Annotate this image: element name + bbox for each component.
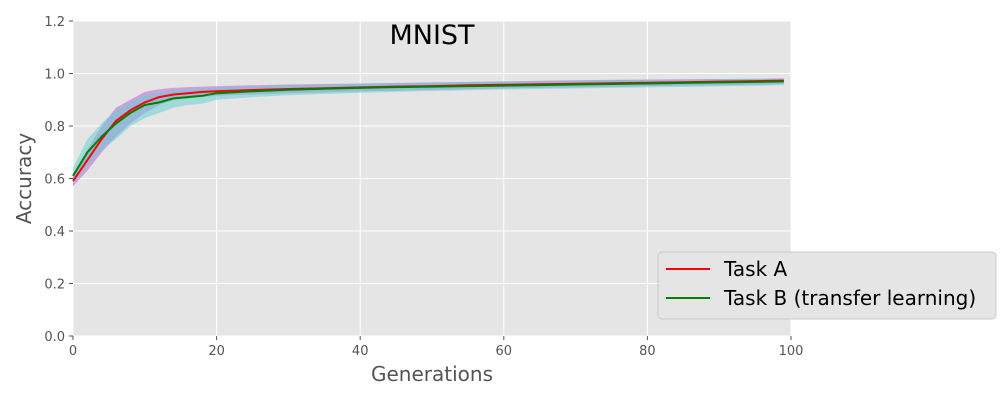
legend: Task A Task B (transfer learning): [657, 251, 997, 320]
x-tick-label: 60: [496, 344, 513, 359]
x-tick-label: 100: [779, 344, 804, 359]
series-lines: [72, 79, 784, 182]
x-tick-label: 0: [69, 344, 77, 359]
tick-labels: 0 20 40 60 80 100 0.0 0.2 0.4 0.6 0.8 1.0 1.2: [44, 15, 803, 359]
y-tick-label: 0.0: [44, 330, 65, 345]
x-tick-label: 20: [208, 344, 225, 359]
y-tick-label: 1.0: [44, 68, 65, 83]
y-tick-label: 1.2: [44, 15, 65, 30]
x-tick-label: 40: [352, 344, 369, 359]
y-tick-label: 0.6: [44, 173, 65, 188]
chart-title: MNIST: [389, 20, 475, 51]
y-tick-label: 0.4: [44, 225, 65, 240]
y-tick-label: 0.8: [44, 120, 65, 135]
x-axis-label: Generations: [371, 362, 493, 386]
x-tick-label: 80: [639, 344, 656, 359]
legend-label-task-b: Task B (transfer learning): [723, 286, 976, 310]
legend-box: [657, 251, 997, 320]
series-line-1: [72, 80, 784, 177]
y-axis-label: Accuracy: [12, 133, 36, 224]
legend-label-task-a: Task A: [723, 257, 788, 281]
gridlines: [72, 20, 792, 337]
y-tick-label: 0.2: [44, 278, 65, 293]
